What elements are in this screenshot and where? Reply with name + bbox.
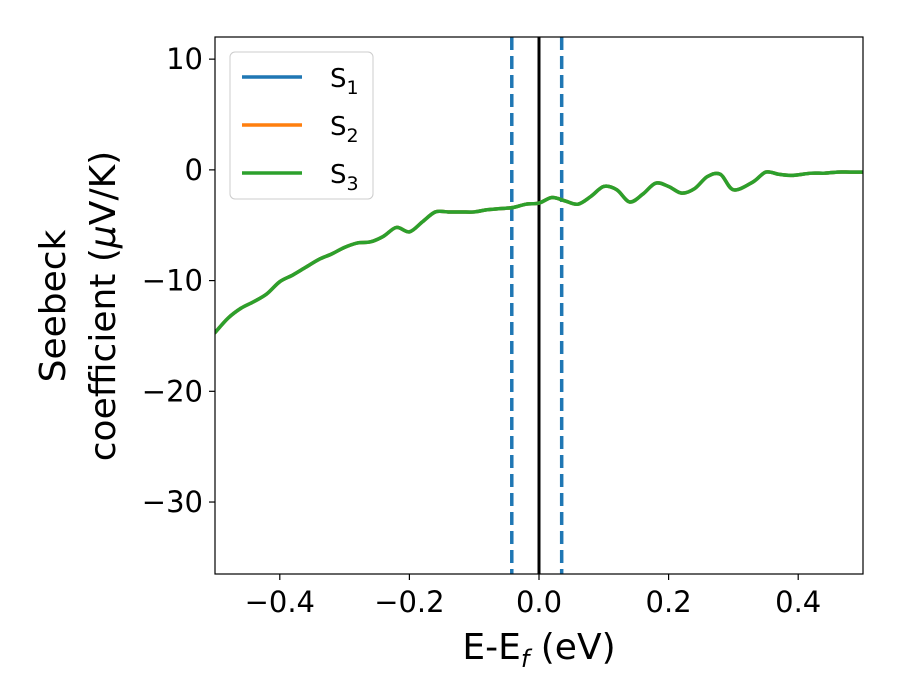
y-axis-label-text: coefficient ( <box>83 248 124 461</box>
x-tick-label: 0.4 <box>775 585 821 619</box>
x-tick-label: 0.2 <box>646 585 692 619</box>
x-axis-label-main: E-E <box>462 627 520 668</box>
y-tick-label: 10 <box>166 42 203 76</box>
x-axis-label: E-Ef (eV) <box>462 627 615 673</box>
axis-ticks: −0.4 −0.2 0.0 0.2 0.4 10 0 −10 −20 −30 <box>142 42 821 619</box>
y-tick-label: −10 <box>142 264 203 298</box>
x-tick-label: −0.4 <box>245 585 315 619</box>
series-lines <box>215 170 863 335</box>
y-axis-label: Seebeck coefficient (μV/K) <box>33 151 124 461</box>
x-tick-label: 0.0 <box>516 585 562 619</box>
x-tick-label: −0.2 <box>374 585 444 619</box>
legend-label-s2: S2 <box>330 112 359 147</box>
reference-lines <box>510 37 564 574</box>
y-axis-label-line1: Seebeck <box>33 229 74 382</box>
x-axis-label-unit: (eV) <box>529 627 615 668</box>
legend: S1 S2 S3 <box>229 51 374 200</box>
y-axis-label-line2: coefficient (μV/K) <box>83 151 124 461</box>
series-line-s3 <box>215 170 863 335</box>
y-tick-label: −20 <box>142 374 203 408</box>
legend-label-s3: S3 <box>330 160 359 195</box>
y-axis-label-mu: μ <box>83 225 124 249</box>
y-tick-label: 0 <box>185 153 203 187</box>
y-axis-label-unit: V/K) <box>83 151 124 225</box>
y-tick-label: −30 <box>142 485 203 519</box>
legend-label-s1: S1 <box>330 64 359 99</box>
